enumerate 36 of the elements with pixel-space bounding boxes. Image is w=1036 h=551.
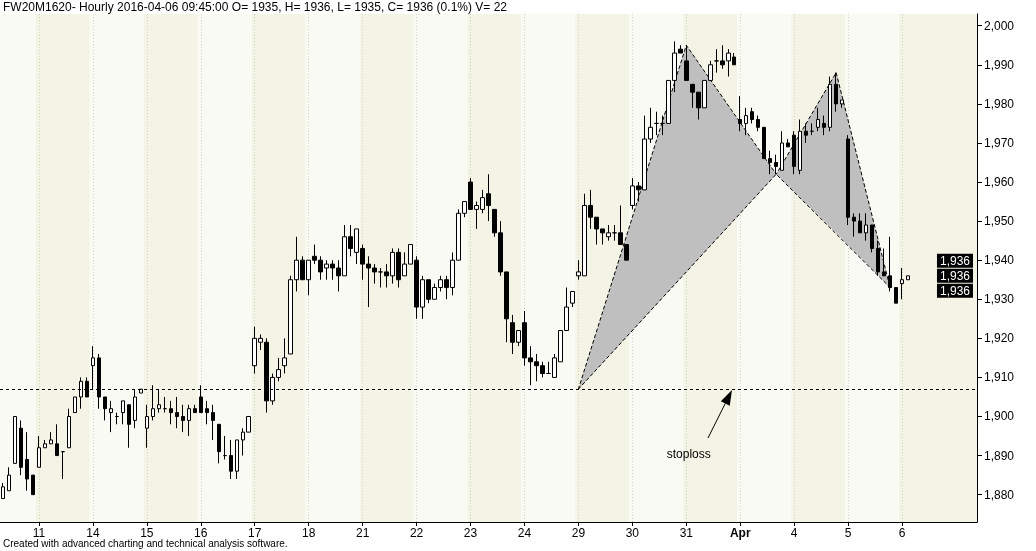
y-tick-label: 1,960	[984, 175, 1015, 190]
ref-line-label: stoploss	[666, 447, 711, 462]
y-tick-label: 1,980	[984, 96, 1015, 111]
y-tick-label: 2,000	[984, 18, 1015, 33]
x-tick-label: 16	[194, 526, 208, 540]
x-tick-label: 29	[571, 526, 586, 540]
x-tick-label: 21	[355, 526, 370, 540]
y-tick-label: 1,880	[984, 487, 1015, 502]
x-tick-label: 31	[679, 526, 694, 540]
annotation: 1,936	[939, 268, 971, 283]
x-tick-label: 14	[86, 526, 100, 540]
x-tick-label: 24	[517, 526, 532, 540]
y-tick-label: 1,940	[984, 253, 1015, 268]
y-tick-label: 1,970	[984, 135, 1015, 150]
x-tick-label: 23	[463, 526, 478, 540]
text: Created with advanced charting and technical analysis software.	[3, 537, 288, 549]
x-tick-label: 17	[248, 526, 262, 540]
x-tick-label: 22	[409, 526, 424, 540]
y-tick-label: 1,900	[984, 409, 1015, 424]
x-tick-label: 30	[625, 526, 640, 540]
x-tick-label: Apr	[729, 526, 751, 540]
annotation: 1,936	[939, 283, 971, 298]
x-tick-label: 6	[898, 526, 906, 540]
x-tick-label: 5	[844, 526, 852, 540]
y-tick-label: 1,920	[984, 331, 1015, 346]
y-tick-label: 1,930	[984, 292, 1015, 307]
y-tick-label: 1,990	[984, 57, 1015, 72]
x-tick-label: 15	[140, 526, 154, 540]
y-tick-label: 1,910	[984, 370, 1015, 385]
x-tick-label: 4	[790, 526, 798, 540]
chart-title: FW20M1620- Hourly 2016-04-06 09:45:00 O= 1935, H= 1936, L= 1935, C= 1936 (0.1%) V= 22	[3, 0, 508, 14]
x-tick-label: 11	[32, 526, 46, 540]
y-tick-label: 1,890	[984, 448, 1015, 463]
y-tick-label: 1,950	[984, 214, 1015, 229]
x-tick-label: 18	[302, 526, 316, 540]
annotation: 1,936	[939, 253, 971, 268]
